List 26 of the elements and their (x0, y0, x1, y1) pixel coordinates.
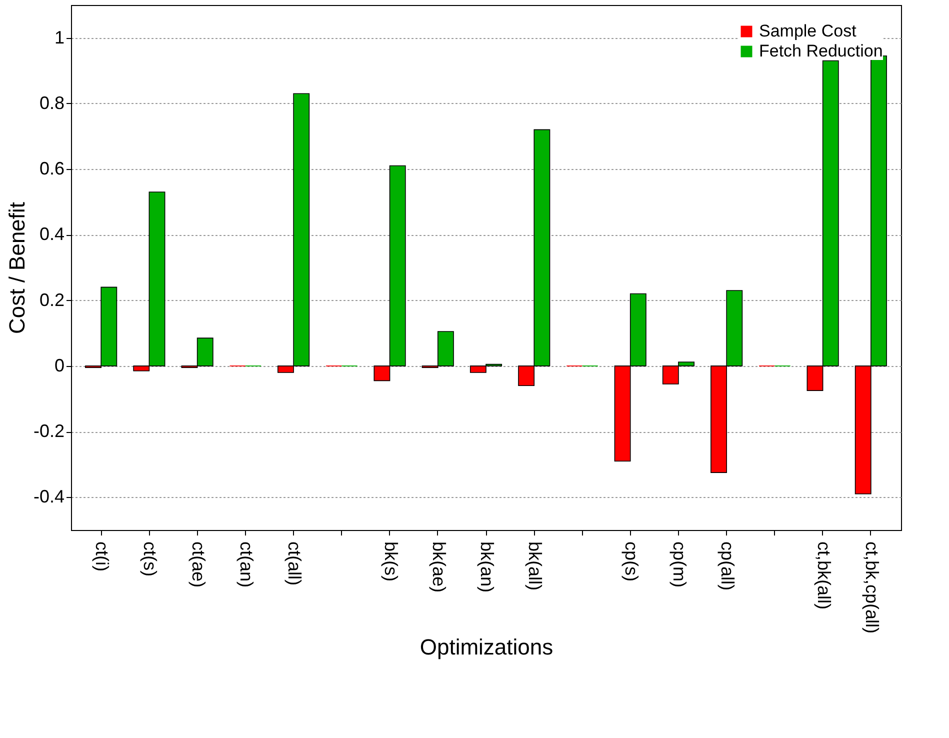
y-tick-label: 0.4 (39, 224, 64, 244)
x-tick-label: ct(all) (284, 542, 305, 586)
x-tick-label: ct(an) (236, 542, 256, 588)
x-axis-title: Optimizations (420, 634, 554, 660)
y-tick-label: 0.6 (39, 158, 64, 179)
x-tick-label: ct(s) (140, 542, 160, 576)
x-tick-label: cp(m) (669, 542, 690, 588)
x-tick-label: ct(ae) (188, 542, 208, 588)
x-tick-label: cp(all) (718, 542, 738, 591)
y-tick-label: 0 (54, 355, 64, 376)
x-tick-label: cp(s) (621, 542, 642, 582)
y-axis-title: Cost / Benefit (4, 202, 30, 334)
x-tick-label: bk(all) (525, 542, 546, 591)
y-tick-label: -0.2 (33, 421, 64, 442)
legend-label: Fetch Reduction (759, 42, 883, 60)
x-tick-label: ct(i) (92, 542, 112, 572)
y-tick-label: 0.2 (39, 290, 64, 310)
y-tick-label: 0.8 (39, 92, 64, 113)
x-tick-label: bk(s) (380, 542, 401, 582)
x-tick-label: ct,bk,cp(all) (862, 542, 882, 634)
y-tick-label: 1 (54, 27, 64, 48)
x-tick-label: bk(an) (477, 542, 497, 593)
x-tick-label: bk(ae) (428, 542, 449, 593)
y-tick-label: -0.4 (33, 486, 64, 507)
legend-label: Sample Cost (759, 22, 857, 40)
x-tick-label: ct,bk(all) (814, 542, 834, 610)
